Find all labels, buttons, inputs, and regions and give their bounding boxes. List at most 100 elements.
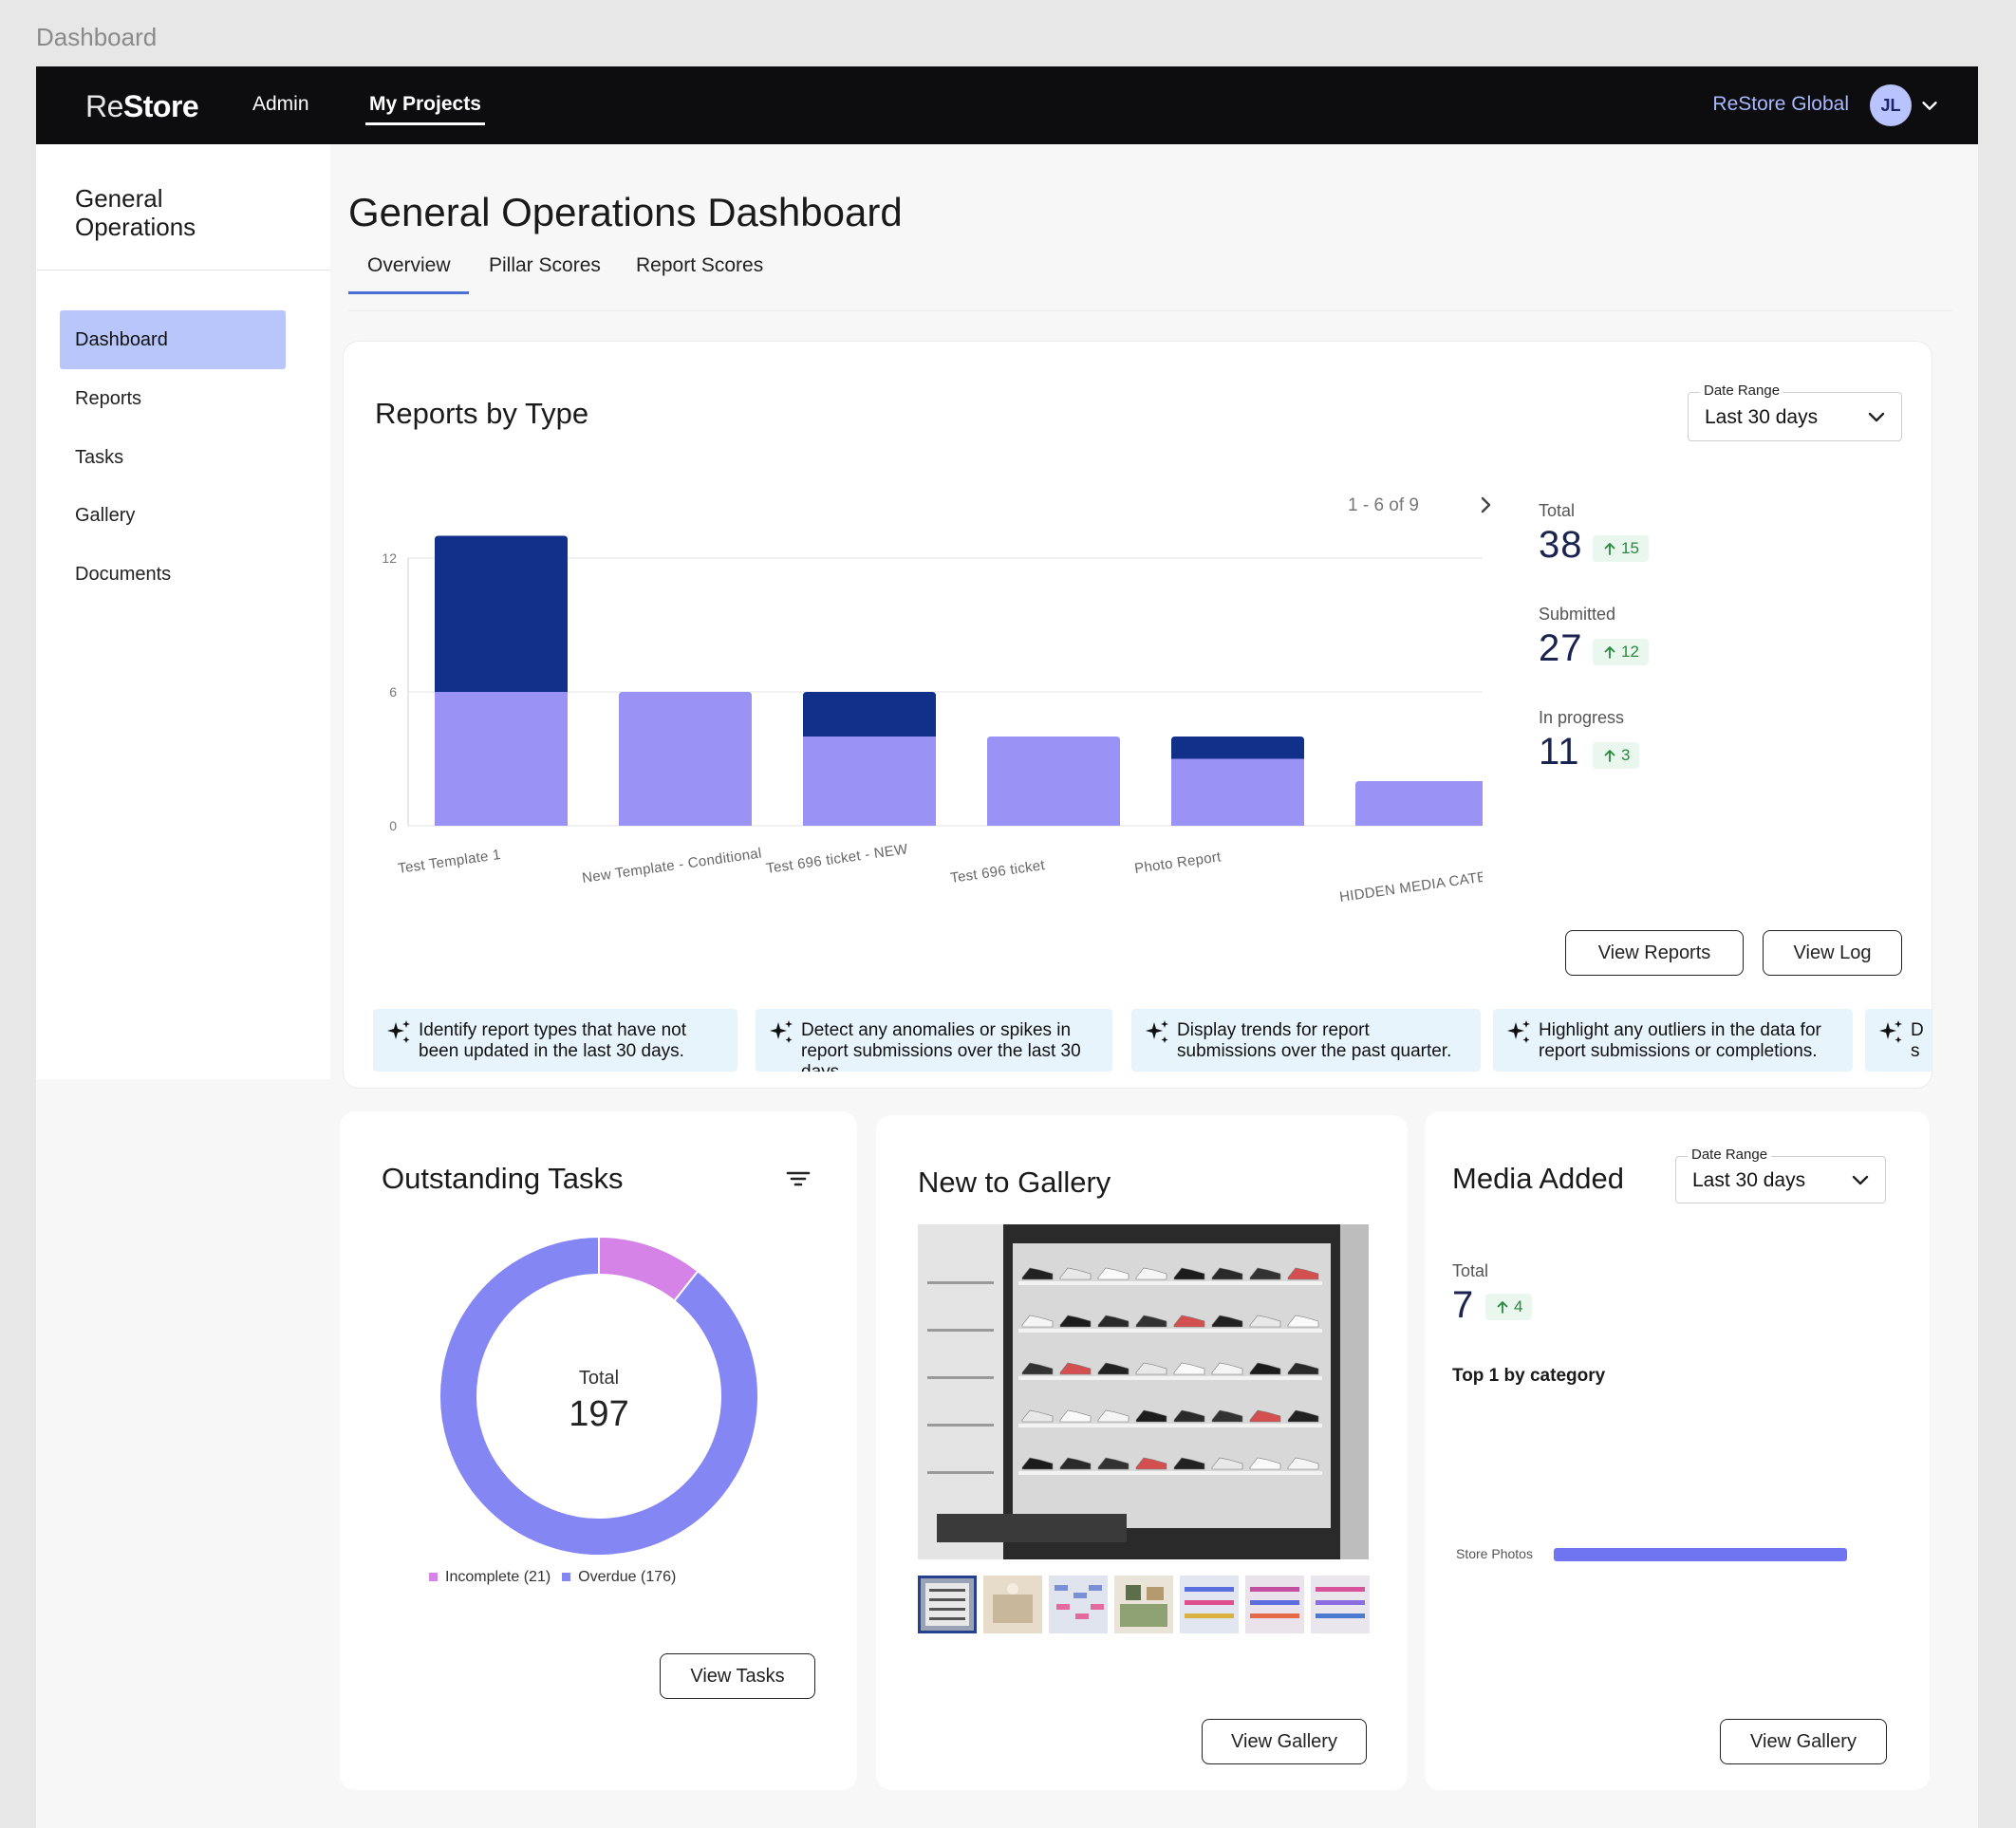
gallery-thumbnail[interactable] bbox=[918, 1576, 977, 1633]
nav-my-projects[interactable]: My Projects bbox=[365, 93, 485, 125]
ai-suggestion-chip[interactable]: Display trends for report submissions ov… bbox=[1131, 1009, 1481, 1072]
top-category-heading: Top 1 by category bbox=[1452, 1366, 1606, 1386]
x-tick-label: Test Template 1 bbox=[397, 847, 502, 877]
nav-admin[interactable]: Admin bbox=[252, 93, 309, 115]
sidebar-item-gallery[interactable]: Gallery bbox=[75, 505, 136, 526]
sidebar-item-tasks[interactable]: Tasks bbox=[75, 447, 124, 468]
legend-item-incomplete: Incomplete (21) bbox=[429, 1569, 551, 1586]
sparkle-icon bbox=[1507, 1020, 1530, 1043]
page-title: General Operations Dashboard bbox=[348, 190, 903, 234]
sparkle-icon bbox=[770, 1020, 793, 1043]
view-gallery-button[interactable]: View Gallery bbox=[1202, 1719, 1367, 1764]
view-reports-button[interactable]: View Reports bbox=[1565, 930, 1744, 976]
select-label: Date Range bbox=[1688, 1147, 1772, 1163]
stat-in-progress-label: In progress bbox=[1539, 708, 1625, 727]
view-gallery-button[interactable]: View Gallery bbox=[1720, 1719, 1887, 1764]
sparkle-icon bbox=[387, 1020, 410, 1043]
bar-segment bbox=[803, 692, 936, 737]
card-title: New to Gallery bbox=[918, 1166, 1111, 1199]
view-tasks-button[interactable]: View Tasks bbox=[660, 1653, 815, 1699]
arrow-up-icon bbox=[1497, 1301, 1508, 1314]
chevron-down-icon bbox=[1852, 1175, 1869, 1185]
bar-segment bbox=[987, 737, 1120, 826]
gallery-thumbnail[interactable] bbox=[1180, 1576, 1239, 1633]
gallery-thumbnail[interactable] bbox=[1245, 1576, 1304, 1633]
gallery-thumbnail[interactable] bbox=[1114, 1576, 1173, 1633]
select-value: Last 30 days bbox=[1692, 1169, 1806, 1191]
chevron-right-icon[interactable] bbox=[1474, 494, 1497, 516]
arrow-up-icon bbox=[1604, 750, 1615, 762]
bar-segment bbox=[1171, 758, 1304, 826]
x-tick-label: HIDDEN MEDIA CATEGORY - TEST QA bbox=[1338, 852, 1483, 905]
y-tick-label: 12 bbox=[382, 550, 397, 566]
x-tick-label: New Template - Conditional bbox=[581, 846, 762, 886]
gallery-thumbnail[interactable] bbox=[1049, 1576, 1108, 1633]
ai-suggestion-chip[interactable]: Detect any anomalies or spikes in report… bbox=[756, 1009, 1112, 1072]
legend-item-overdue: Overdue (176) bbox=[562, 1569, 676, 1586]
gallery-thumbnail[interactable] bbox=[983, 1576, 1042, 1633]
card-title: Reports by Type bbox=[375, 397, 589, 430]
x-tick-label: Test 696 ticket - NEW bbox=[765, 841, 909, 877]
card-title: Media Added bbox=[1452, 1162, 1624, 1195]
category-label: Store Photos bbox=[1456, 1546, 1533, 1561]
tab-report-scores[interactable]: Report Scores bbox=[636, 254, 764, 276]
media-total-label: Total bbox=[1452, 1261, 1489, 1280]
sidebar-item-reports[interactable]: Reports bbox=[75, 388, 142, 409]
suggestion-text: Identify report types that have not been… bbox=[419, 1020, 687, 1061]
tab-pillar-scores[interactable]: Pillar Scores bbox=[489, 254, 601, 276]
bar-segment bbox=[1355, 781, 1483, 826]
suggestion-text: D s bbox=[1911, 1020, 1924, 1061]
filter-icon[interactable] bbox=[785, 1166, 812, 1192]
tab-overview[interactable]: Overview bbox=[367, 254, 451, 276]
sparkle-icon bbox=[1879, 1020, 1902, 1043]
stat-submitted-value: 27 bbox=[1539, 627, 1583, 669]
brand-logo[interactable]: ReStore bbox=[85, 89, 199, 123]
bar-segment bbox=[619, 692, 752, 826]
sidebar-item-dashboard[interactable]: Dashboard bbox=[60, 310, 286, 369]
view-log-button[interactable]: View Log bbox=[1763, 930, 1902, 976]
x-tick-label: Test 696 ticket bbox=[949, 857, 1046, 886]
donut-legend: Incomplete (21) Overdue (176) bbox=[429, 1569, 676, 1586]
reports-by-type-card: Reports by Type Date Range Last 30 days … bbox=[344, 342, 1932, 1088]
category-bar bbox=[1554, 1548, 1847, 1561]
chevron-down-icon[interactable] bbox=[1919, 95, 1940, 116]
top-navbar: ReStore Admin My Projects ReStore Global… bbox=[36, 66, 1978, 144]
card-title: Outstanding Tasks bbox=[382, 1162, 624, 1195]
gallery-thumbnails bbox=[918, 1576, 1370, 1633]
ai-suggestion-chip[interactable]: D s bbox=[1865, 1009, 1932, 1072]
x-tick-label: Photo Report bbox=[1133, 849, 1223, 877]
stat-in-progress-value: 11 bbox=[1539, 731, 1580, 773]
media-total-value: 7 bbox=[1452, 1284, 1475, 1326]
media-total-delta: 4 bbox=[1485, 1294, 1533, 1320]
arrow-up-icon bbox=[1604, 646, 1615, 659]
bar-segment bbox=[435, 692, 568, 826]
suggestion-text: Detect any anomalies or spikes in report… bbox=[801, 1020, 1081, 1072]
stat-submitted-delta: 12 bbox=[1593, 639, 1649, 665]
tasks-donut-chart: Total 197 bbox=[438, 1235, 760, 1558]
date-range-select[interactable]: Date Range Last 30 days bbox=[1688, 382, 1902, 441]
gallery-featured-image[interactable] bbox=[918, 1224, 1369, 1559]
bar-segment bbox=[1171, 737, 1304, 759]
sparkle-icon bbox=[1146, 1020, 1168, 1043]
media-added-card: Media Added Date Range Last 30 days Tota… bbox=[1425, 1111, 1930, 1790]
select-value: Last 30 days bbox=[1705, 406, 1819, 428]
pagination-label: 1 - 6 of 9 bbox=[1348, 495, 1419, 515]
sidebar-title: General Operations bbox=[75, 184, 196, 241]
donut-segment[interactable] bbox=[439, 1235, 759, 1557]
divider bbox=[348, 310, 1952, 311]
select-label: Date Range bbox=[1700, 382, 1784, 399]
gallery-thumbnail[interactable] bbox=[1311, 1576, 1370, 1633]
donut-total-value: 197 bbox=[569, 1394, 629, 1434]
org-switcher[interactable]: ReStore Global bbox=[1712, 93, 1849, 115]
new-to-gallery-card: New to Gallery View Gallery bbox=[876, 1115, 1408, 1790]
media-date-range-select[interactable]: Date Range Last 30 days bbox=[1675, 1147, 1886, 1203]
sidebar: General Operations Dashboard Reports Tas… bbox=[36, 144, 330, 1079]
avatar[interactable]: JL bbox=[1870, 84, 1912, 126]
bar-segment bbox=[435, 535, 568, 692]
sidebar-item-documents[interactable]: Documents bbox=[75, 564, 172, 585]
suggestion-text: Display trends for report submissions ov… bbox=[1177, 1020, 1452, 1061]
y-tick-label: 0 bbox=[389, 818, 397, 833]
ai-suggestion-chip[interactable]: Highlight any outliers in the data for r… bbox=[1493, 1009, 1853, 1072]
suggestion-text: Highlight any outliers in the data for r… bbox=[1539, 1020, 1821, 1061]
ai-suggestion-chip[interactable]: Identify report types that have not been… bbox=[373, 1009, 737, 1072]
